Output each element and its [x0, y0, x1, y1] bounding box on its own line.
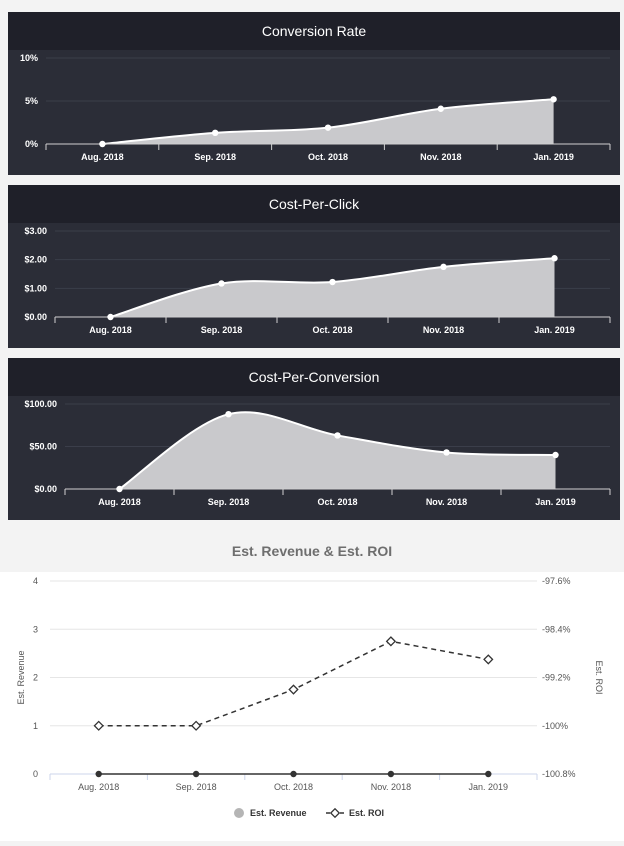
data-point-est-roi [483, 654, 494, 665]
x-tick-label: Aug. 2018 [78, 782, 119, 792]
y-tick-label: $2.00 [24, 255, 47, 265]
y-tick-label: 0 [33, 769, 38, 779]
x-tick-label: Jan. 2019 [534, 325, 575, 335]
y-tick-label: 5% [25, 96, 38, 106]
data-point [329, 278, 336, 286]
y2-tick-label: -97.6% [542, 576, 571, 586]
data-point [116, 485, 123, 493]
data-point [225, 411, 232, 418]
data-point-est-revenue [387, 770, 395, 778]
y-tick-label: $0.00 [24, 312, 47, 322]
x-tick-label: Nov. 2018 [426, 497, 467, 507]
x-tick-label: Sep. 2018 [176, 782, 217, 792]
area-fill [110, 258, 555, 317]
x-tick-label: Jan. 2019 [533, 152, 574, 162]
data-point [107, 313, 114, 321]
legend-label-est-roi: Est. ROI [349, 808, 384, 818]
data-point-est-roi [190, 720, 202, 731]
x-tick-label: Nov. 2018 [420, 152, 461, 162]
y2-tick-label: -99.2% [542, 673, 571, 683]
area-fill [119, 412, 556, 489]
y-tick-label: 2 [33, 673, 38, 683]
data-point [218, 280, 225, 287]
legend-marker-est-roi [329, 807, 341, 819]
x-tick-label: Oct. 2018 [308, 152, 348, 162]
data-point [212, 129, 219, 137]
data-point-est-revenue [290, 770, 297, 778]
data-point [440, 263, 447, 271]
chart-title: Conversion Rate [8, 12, 620, 50]
x-tick-label: Jan. 2019 [535, 497, 576, 507]
series-line-est-roi [98, 640, 489, 727]
data-point [550, 96, 557, 103]
revenue-roi-title: Est. Revenue & Est. ROI [231, 543, 393, 559]
data-point-est-roi [288, 684, 299, 695]
x-tick-label: Oct. 2018 [274, 782, 313, 792]
conversion-rate-panel: Conversion Rate 0% 5% 10% Aug. 2018 Sep. 201… [8, 12, 620, 175]
y2-tick-label: -100.8% [542, 769, 576, 779]
y2-axis-label: Est. ROI [594, 660, 604, 694]
data-point [334, 432, 341, 439]
x-tick-label: Aug. 2018 [89, 325, 132, 335]
x-tick-label: Sep. 2018 [208, 497, 250, 507]
x-tick-label: Nov. 2018 [423, 325, 464, 335]
y-tick-label: 1 [33, 721, 38, 731]
conversion-rate-chart: 0% 5% 10% Aug. 2018 Sep. 2018 Oct. 2018 Nov. 2… [20, 53, 611, 162]
legend-marker-est-revenue [234, 808, 244, 818]
data-point-est-roi [385, 636, 397, 647]
x-tick-label: Aug. 2018 [98, 497, 141, 507]
legend-label-est-revenue: Est. Revenue [250, 808, 307, 818]
y-tick-label: $0.00 [34, 484, 57, 494]
x-tick-label: Jan. 2019 [469, 782, 509, 792]
cost-per-conversion-chart: $0.00 $50.00 $100.00 Aug. 2018 Sep. 2018 Oct.… [24, 399, 611, 507]
x-tick-label: Aug. 2018 [81, 152, 124, 162]
x-tick-label: Oct. 2018 [312, 325, 352, 335]
y-tick-label: $100.00 [24, 399, 57, 409]
y-tick-label: $3.00 [24, 226, 47, 236]
y-axis-label: Est. Revenue [16, 650, 26, 704]
data-point [324, 124, 332, 131]
y2-tick-label: -98.4% [542, 624, 571, 634]
y-tick-label: $50.00 [29, 442, 57, 452]
data-point-est-roi [93, 720, 104, 731]
data-point-est-revenue [95, 770, 102, 778]
data-point [443, 449, 450, 456]
data-point [437, 105, 444, 112]
cost-per-click-panel: Cost-Per-Click $0.00 $1.00 $2.00 $3.00 Aug. … [8, 185, 620, 348]
x-tick-label: Oct. 2018 [317, 497, 357, 507]
y-tick-label: 3 [33, 624, 38, 634]
cost-per-conversion-panel: Cost-Per-Conversion $0.00 $50.00 $100.00 Au… [8, 358, 620, 520]
x-tick-label: Nov. 2018 [371, 782, 411, 792]
y2-tick-label: -100% [542, 721, 568, 731]
data-point [552, 451, 559, 459]
revenue-roi-chart: 0 1 2 3 4 -100.8% -100% -99.2% -98.4% -97.6% Est. … [16, 576, 604, 819]
x-tick-label: Sep. 2018 [194, 152, 236, 162]
chart-title: Cost-Per-Click [8, 185, 620, 223]
data-point-est-revenue [192, 770, 200, 778]
y-tick-label: $1.00 [24, 283, 47, 293]
data-point [99, 140, 106, 148]
data-point-est-revenue [485, 770, 492, 778]
y-tick-label: 0% [25, 139, 38, 149]
data-point [551, 255, 558, 262]
y-tick-label: 4 [33, 576, 38, 586]
revenue-roi-panel: 0 1 2 3 4 -100.8% -100% -99.2% -98.4% -97.6% Est. … [0, 572, 624, 841]
chart-title: Cost-Per-Conversion [8, 358, 620, 396]
x-tick-label: Sep. 2018 [201, 325, 243, 335]
cost-per-click-chart: $0.00 $1.00 $2.00 $3.00 Aug. 2018 Sep. 2018 Oc… [24, 226, 611, 335]
y-tick-label: 10% [20, 53, 38, 63]
